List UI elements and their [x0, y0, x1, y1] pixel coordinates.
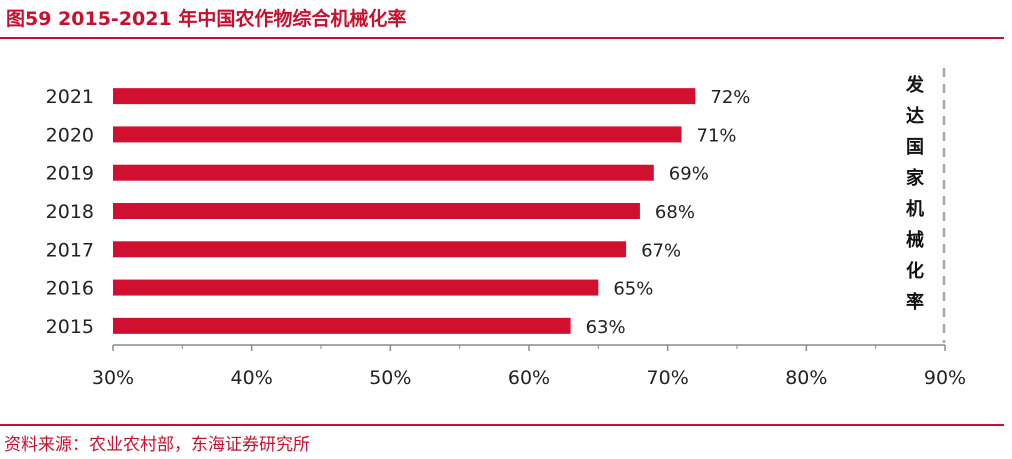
reference-line-label-char: 械	[906, 230, 924, 251]
reference-line-label-char: 国	[906, 137, 924, 158]
bar-2018	[113, 203, 640, 219]
x-tick-label-90: 90%	[924, 367, 966, 389]
reference-line-label-char: 家	[906, 168, 924, 189]
x-tick-label-60: 60%	[508, 367, 550, 389]
data-label-2019: 69%	[669, 164, 709, 185]
data-label-2018: 68%	[655, 202, 695, 223]
x-tick-label-40: 40%	[231, 367, 273, 389]
bar-2015	[113, 317, 571, 334]
bar-2019	[113, 164, 654, 181]
reference-line-label-char: 达	[906, 106, 924, 127]
reference-line-label-char: 发	[906, 75, 924, 96]
reference-line-label: 发达国家机械化率	[897, 70, 933, 318]
figure-title: 图59 2015-2021 年中国农作物综合机械化率	[6, 8, 407, 30]
reference-line-label-char: 机	[906, 199, 924, 220]
data-label-2015: 63%	[586, 317, 626, 338]
top-rule	[0, 37, 1004, 39]
source-note: 资料来源：农业农村部，东海证券研究所	[4, 435, 310, 455]
data-label-2016: 65%	[613, 279, 653, 300]
bar-2017	[113, 241, 627, 258]
data-label-2020: 71%	[697, 125, 737, 146]
bottom-rule	[0, 424, 1004, 426]
category-label-2019: 2019	[46, 163, 94, 185]
category-label-2020: 2020	[46, 124, 94, 146]
category-label-2021: 2021	[46, 86, 94, 108]
bar-2021	[113, 88, 696, 105]
bar-2020	[113, 126, 682, 143]
x-tick-label-70: 70%	[647, 367, 689, 389]
category-label-2015: 2015	[46, 316, 94, 338]
bar-2016	[113, 279, 599, 296]
data-label-2021: 72%	[710, 87, 750, 108]
x-tick-label-50: 50%	[369, 367, 411, 389]
x-tick-label-80: 80%	[785, 367, 827, 389]
x-tick-label-30: 30%	[92, 367, 134, 389]
data-label-2017: 67%	[641, 240, 681, 261]
reference-line-label-char: 化	[906, 261, 924, 282]
category-label-2018: 2018	[46, 201, 94, 223]
category-label-2016: 2016	[46, 278, 94, 300]
category-label-2017: 2017	[46, 239, 94, 261]
reference-line-label-char: 率	[906, 292, 924, 313]
